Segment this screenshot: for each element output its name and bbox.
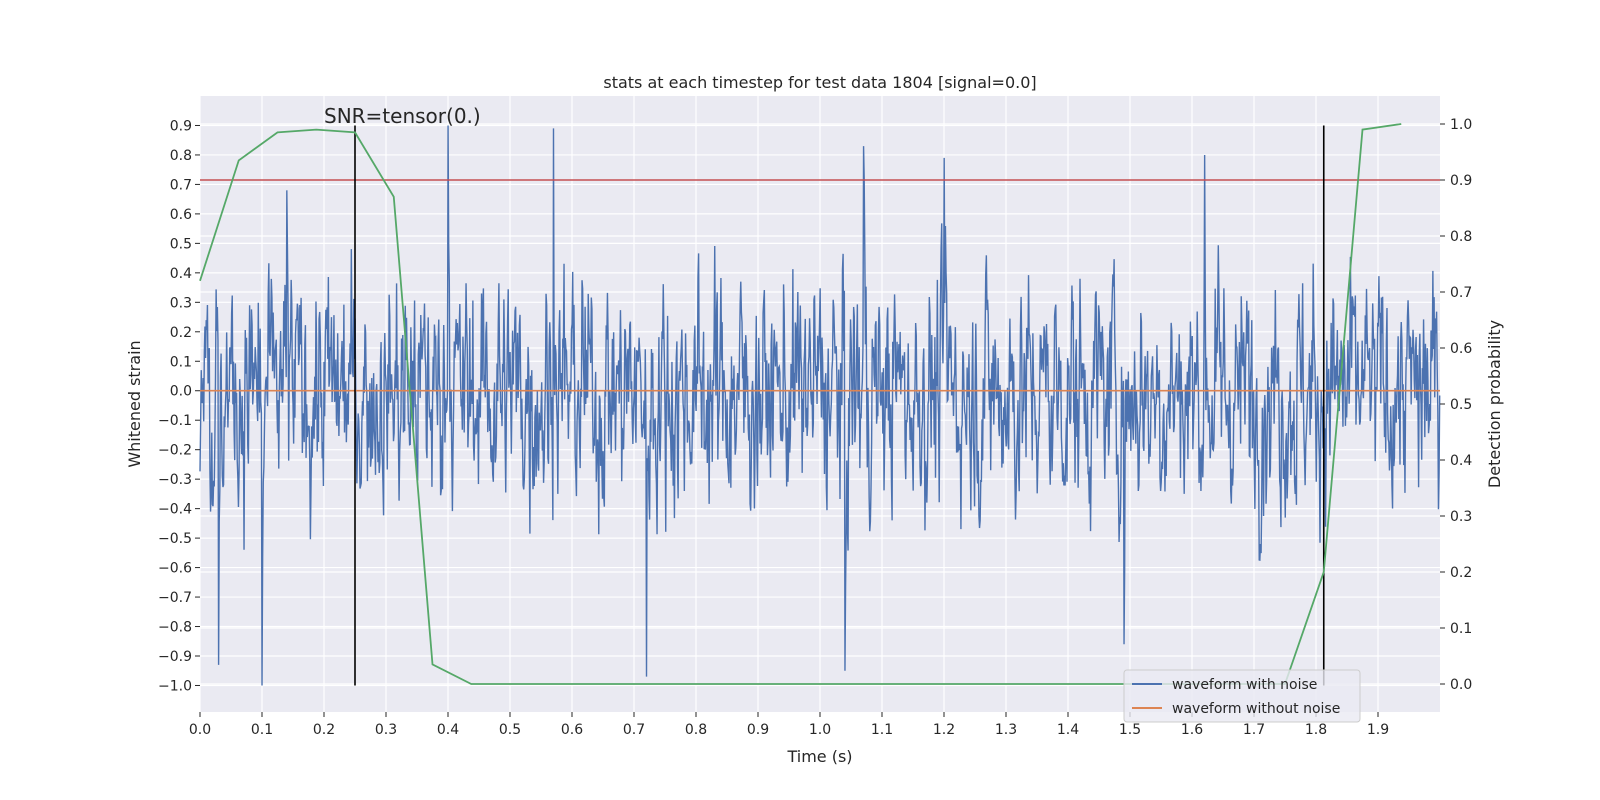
x-tick-label: 1.2	[933, 722, 955, 738]
series-detection-probability	[199, 123, 1402, 685]
x-tick-label: 0.9	[747, 722, 769, 738]
y-tick-label: −0.2	[158, 443, 192, 459]
legend: waveform with noise waveform without noi…	[1123, 669, 1361, 723]
x-tick-label: 1.8	[1305, 722, 1327, 738]
chart-title: stats at each timestep for test data 180…	[603, 73, 1036, 92]
y-tick-label: 0.3	[170, 295, 192, 311]
x-tick-label: 1.3	[995, 722, 1017, 738]
x-axis-label: Time (s)	[786, 747, 852, 766]
x-tick-label: 1.1	[871, 722, 893, 738]
y-tick-label: 0.4	[170, 266, 192, 282]
y2-tick-label: 0.7	[1450, 285, 1472, 301]
x-tick-label: 1.6	[1181, 722, 1203, 738]
y-tick-label: −0.4	[158, 502, 192, 518]
x-tick-label: 1.4	[1057, 722, 1079, 738]
x-tick-label: 0.0	[189, 722, 211, 738]
y2-tick-label: 0.9	[1450, 173, 1472, 189]
x-tick-label: 1.9	[1367, 722, 1389, 738]
y2-tick-label: 0.1	[1450, 621, 1472, 637]
noise-line	[199, 125, 1441, 686]
y2-tick-label: 0.5	[1450, 397, 1472, 413]
y2-tick-label: 0.6	[1450, 341, 1472, 357]
y2-tick-label: 0.3	[1450, 509, 1472, 525]
x-tick-label: 0.4	[437, 722, 459, 738]
y-tick-label: 0.7	[170, 177, 192, 193]
y-tick-label: 0.9	[170, 118, 192, 134]
legend-box	[1123, 669, 1361, 723]
x-tick-label: 0.7	[623, 722, 645, 738]
y-tick-label: −0.5	[158, 531, 192, 547]
y-tick-label: −0.6	[158, 561, 192, 577]
x-tick-label: 1.5	[1119, 722, 1141, 738]
y-tick-label: −0.1	[158, 413, 192, 429]
y-tick-label: −1.0	[158, 678, 192, 694]
x-tick-label: 0.2	[313, 722, 335, 738]
y-tick-label: −0.9	[158, 649, 192, 665]
y-tick-label: −0.3	[158, 472, 192, 488]
y2-axis-ticks: 1.0 0.9 0.8 0.7 0.6 0.5 0.4 0.3 0.2 0.1 0.0	[1440, 117, 1472, 693]
x-tick-label: 0.1	[251, 722, 273, 738]
y2-tick-label: 0.8	[1450, 229, 1472, 245]
series-waveform-with-noise	[199, 125, 1441, 686]
y-tick-label: 0.8	[170, 148, 192, 164]
y-axis-ticks: 0.9 0.8 0.7 0.6 0.5 0.4 0.3 0.2 0.1 0.0 −0.1 −0.2 −0…	[158, 118, 200, 694]
legend-label-noise: waveform with noise	[1172, 677, 1317, 693]
legend-label-clean: waveform without noise	[1172, 701, 1340, 717]
y2-tick-label: 1.0	[1450, 117, 1472, 133]
x-tick-label: 0.5	[499, 722, 521, 738]
y-tick-label: −0.8	[158, 620, 192, 636]
y2-tick-label: 0.4	[1450, 453, 1472, 469]
y-tick-label: −0.7	[158, 590, 192, 606]
y-tick-label: 0.2	[170, 325, 192, 341]
y-axis-label: Whitened strain	[125, 340, 144, 467]
probability-line	[199, 123, 1402, 685]
x-tick-label: 1.0	[809, 722, 831, 738]
y2-tick-label: 0.2	[1450, 565, 1472, 581]
y-tick-label: 0.1	[170, 354, 192, 370]
y2-axis-label: Detection probability	[1485, 320, 1504, 488]
y-tick-label: 0.0	[170, 384, 192, 400]
vertical-markers	[354, 125, 1325, 686]
x-tick-label: 0.8	[685, 722, 707, 738]
y-tick-label: 0.6	[170, 207, 192, 223]
snr-annotation: SNR=tensor(0.)	[324, 104, 481, 128]
y2-tick-label: 0.0	[1450, 677, 1472, 693]
x-axis-ticks: 0.0 0.1 0.2 0.3 0.4 0.5 0.6 0.7 0.8 0.9 1.0 1.1 1.2 1…	[189, 712, 1389, 738]
x-tick-label: 0.6	[561, 722, 583, 738]
x-tick-label: 1.7	[1243, 722, 1265, 738]
x-tick-label: 0.3	[375, 722, 397, 738]
y-tick-label: 0.5	[170, 236, 192, 252]
